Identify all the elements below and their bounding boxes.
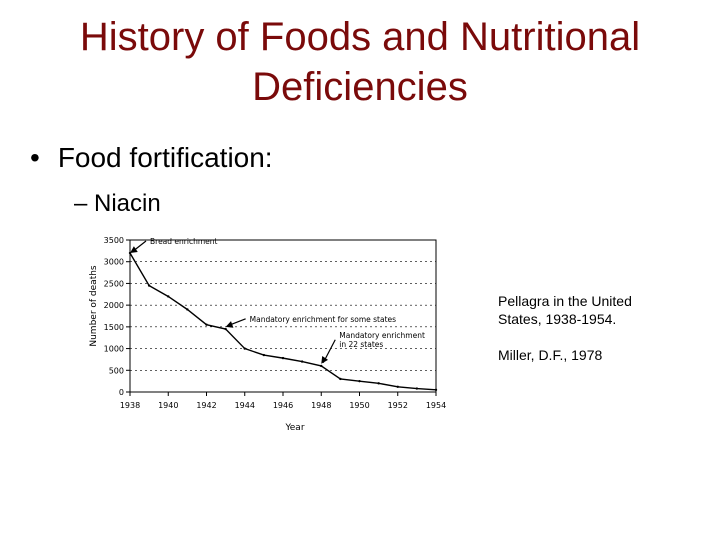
annotation-label: in 22 states xyxy=(339,340,383,349)
x-axis-label: Year xyxy=(284,423,304,433)
data-point xyxy=(224,327,227,331)
data-point xyxy=(320,364,323,368)
data-point xyxy=(243,347,246,350)
annotation-arrowhead xyxy=(130,246,138,254)
data-point xyxy=(339,377,342,381)
bullet-food-fortification: • Food fortification: xyxy=(30,142,273,174)
data-point xyxy=(396,385,399,388)
annotation-arrowhead xyxy=(321,356,329,364)
y-tick-label: 2000 xyxy=(104,301,124,310)
data-point xyxy=(358,379,361,383)
data-point xyxy=(186,308,189,311)
caption-line1: Pellagra in the United xyxy=(498,293,632,309)
data-point xyxy=(205,323,208,326)
annotation-label: Bread enrichment xyxy=(150,237,218,246)
y-tick-label: 1000 xyxy=(104,345,124,354)
y-axis-label: Number of deaths xyxy=(89,265,99,347)
data-point xyxy=(262,353,266,357)
data-point xyxy=(300,360,304,363)
chart-caption: Pellagra in the United States, 1938-1954… xyxy=(498,292,698,364)
data-point xyxy=(434,388,438,392)
annotation-label: Mandatory enrichment xyxy=(339,331,425,340)
slide-title-line1: History of Foods and Nutritional xyxy=(79,15,641,59)
data-point xyxy=(147,284,151,287)
x-tick-label: 1954 xyxy=(426,401,446,410)
bullet-dot-icon: • xyxy=(30,142,40,173)
data-point xyxy=(415,387,419,390)
x-tick-label: 1940 xyxy=(158,401,178,410)
y-tick-label: 1500 xyxy=(104,323,124,332)
x-tick-label: 1946 xyxy=(273,401,293,410)
slide-title: History of Foods and Nutritional Deficie… xyxy=(0,12,720,112)
x-tick-label: 1950 xyxy=(349,401,369,410)
x-tick-label: 1942 xyxy=(196,401,216,410)
y-tick-label: 500 xyxy=(109,366,124,375)
bullet2-text: Niacin xyxy=(94,190,161,217)
y-tick-label: 3500 xyxy=(104,236,124,245)
data-point xyxy=(377,382,380,385)
y-tick-label: 3000 xyxy=(104,258,124,267)
y-tick-label: 0 xyxy=(119,388,124,397)
citation: Miller, D.F., 1978 xyxy=(498,347,603,363)
slide-title-line2: Deficiencies xyxy=(252,65,468,109)
annotation-arrowhead xyxy=(225,321,234,328)
sub-bullet-niacin: – Niacin xyxy=(74,190,161,217)
x-tick-label: 1944 xyxy=(235,401,255,410)
bullet1-text: Food fortification: xyxy=(57,142,273,173)
x-tick-label: 1952 xyxy=(388,401,408,410)
x-tick-label: 1948 xyxy=(311,401,331,410)
x-tick-label: 1938 xyxy=(120,401,140,410)
caption-line2: States, 1938-1954. xyxy=(498,311,617,327)
annotation-label: Mandatory enrichment for some states xyxy=(250,315,397,324)
data-point xyxy=(281,356,285,360)
y-tick-label: 2500 xyxy=(104,279,124,288)
data-point xyxy=(167,295,170,298)
